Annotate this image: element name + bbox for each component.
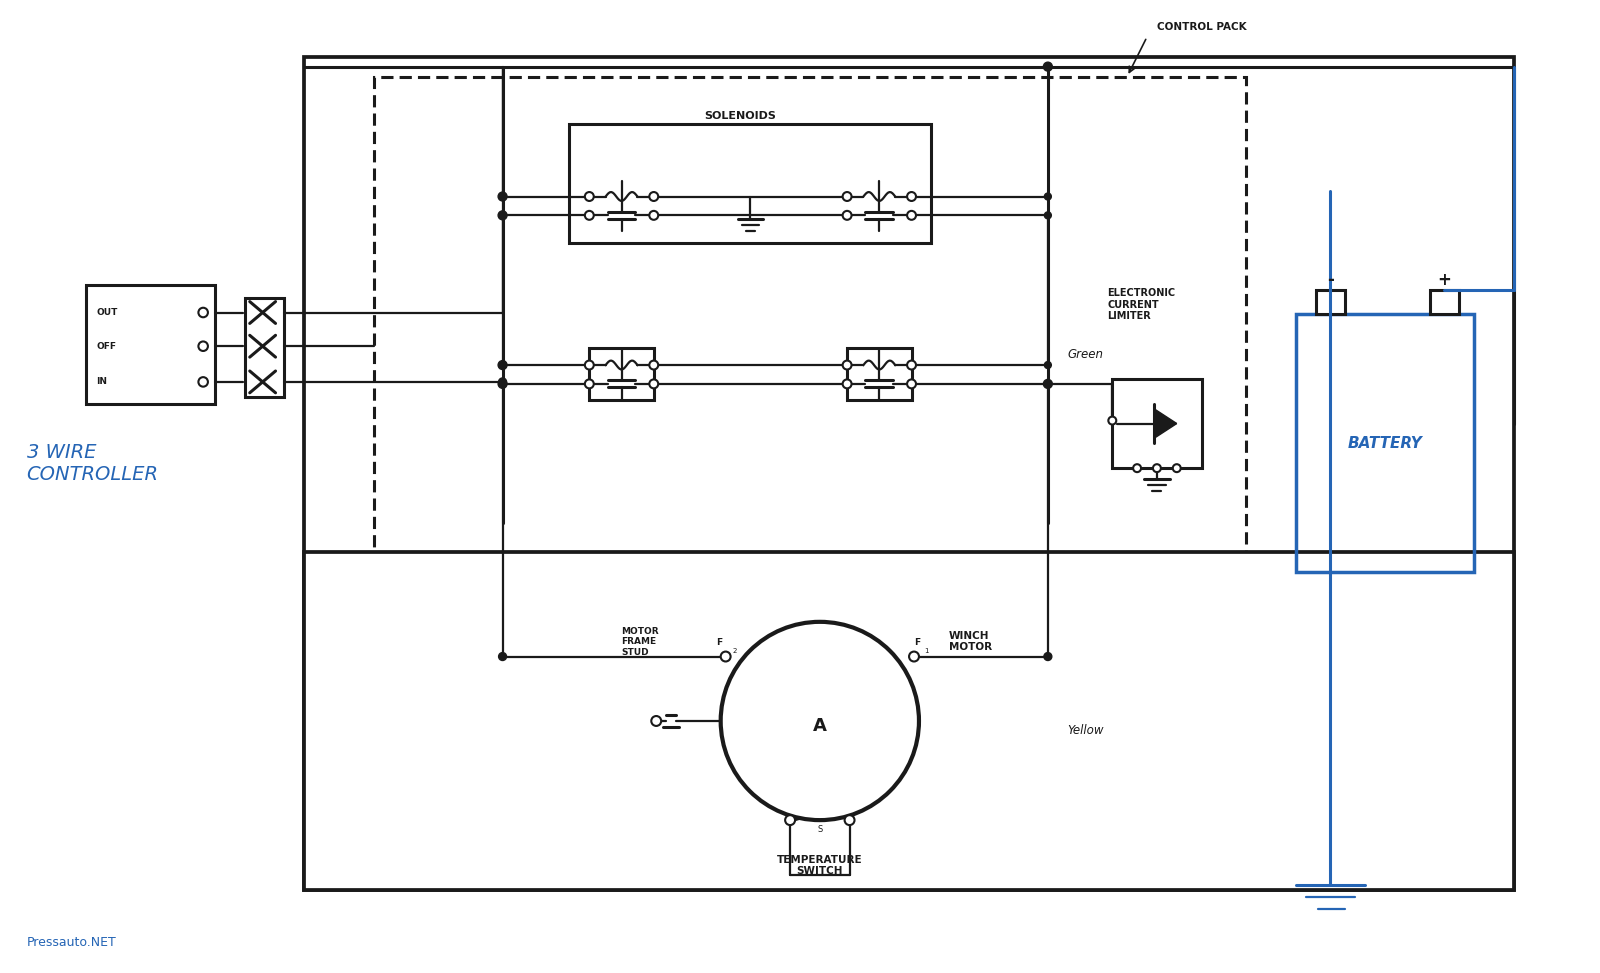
Circle shape (843, 361, 851, 370)
Text: S: S (818, 825, 822, 834)
Bar (86, 285, 214, 404)
Text: OFF: OFF (96, 342, 117, 350)
Text: ELECTRONIC
CURRENT
LIMITER: ELECTRONIC CURRENT LIMITER (1107, 288, 1176, 321)
Circle shape (650, 211, 658, 220)
Circle shape (907, 192, 915, 201)
Circle shape (786, 815, 795, 825)
Circle shape (198, 307, 208, 317)
Text: Green: Green (1067, 347, 1104, 361)
Circle shape (907, 211, 915, 220)
Circle shape (843, 192, 851, 201)
Bar (589, 180, 654, 232)
Circle shape (1043, 653, 1051, 661)
Polygon shape (1154, 409, 1176, 423)
Bar (1315, 290, 1346, 314)
Circle shape (720, 652, 731, 662)
Text: -: - (1326, 270, 1334, 289)
Text: F: F (717, 637, 723, 647)
Text: Yellow: Yellow (1067, 724, 1104, 738)
Bar (1112, 378, 1202, 468)
Circle shape (650, 379, 658, 388)
Circle shape (845, 815, 854, 825)
Text: Pressauto.NET: Pressauto.NET (27, 936, 117, 949)
Circle shape (586, 361, 594, 370)
Circle shape (650, 361, 658, 370)
Text: F: F (914, 637, 920, 647)
Circle shape (586, 211, 594, 220)
Text: SOLENOIDS: SOLENOIDS (704, 111, 776, 122)
Text: 3 WIRE
CONTROLLER: 3 WIRE CONTROLLER (27, 444, 158, 485)
Circle shape (586, 379, 594, 388)
Circle shape (498, 192, 507, 201)
Circle shape (907, 361, 915, 370)
Bar (589, 348, 654, 400)
Circle shape (651, 716, 661, 726)
Text: CONTROL PACK: CONTROL PACK (1157, 22, 1246, 32)
Bar (374, 77, 1246, 553)
Text: 1: 1 (923, 648, 928, 654)
Text: 2: 2 (733, 648, 738, 654)
Bar (1429, 290, 1459, 314)
Circle shape (843, 211, 851, 220)
Circle shape (720, 622, 918, 820)
Text: +: + (1437, 270, 1451, 289)
Circle shape (1045, 193, 1051, 200)
Polygon shape (1154, 423, 1176, 439)
Circle shape (198, 378, 208, 386)
Circle shape (498, 361, 507, 370)
Circle shape (907, 379, 915, 388)
Bar (245, 298, 285, 397)
Bar (304, 553, 1514, 889)
Circle shape (843, 379, 851, 388)
Circle shape (1154, 464, 1162, 472)
Circle shape (498, 211, 507, 220)
Circle shape (1173, 464, 1181, 472)
Bar (846, 180, 912, 232)
Text: OUT: OUT (96, 308, 117, 317)
Circle shape (1045, 212, 1051, 219)
Bar (846, 348, 912, 400)
Circle shape (909, 652, 918, 662)
Circle shape (586, 192, 594, 201)
Bar (570, 124, 931, 242)
Circle shape (650, 192, 658, 201)
Circle shape (498, 379, 507, 388)
Text: MOTOR
FRAME
STUD: MOTOR FRAME STUD (621, 627, 659, 657)
Text: WINCH
MOTOR: WINCH MOTOR (949, 631, 992, 653)
Text: TEMPERATURE
SWITCH: TEMPERATURE SWITCH (778, 855, 862, 877)
Bar (1296, 314, 1474, 572)
Circle shape (198, 342, 208, 351)
Circle shape (499, 653, 507, 661)
Circle shape (1043, 379, 1053, 388)
Circle shape (1043, 62, 1053, 71)
Circle shape (499, 378, 507, 386)
Text: IN: IN (96, 378, 107, 386)
Bar (304, 56, 1514, 889)
Circle shape (1045, 362, 1051, 369)
Circle shape (1109, 416, 1117, 424)
Text: BATTERY: BATTERY (1347, 436, 1422, 450)
Text: A: A (813, 717, 827, 735)
Circle shape (1133, 464, 1141, 472)
